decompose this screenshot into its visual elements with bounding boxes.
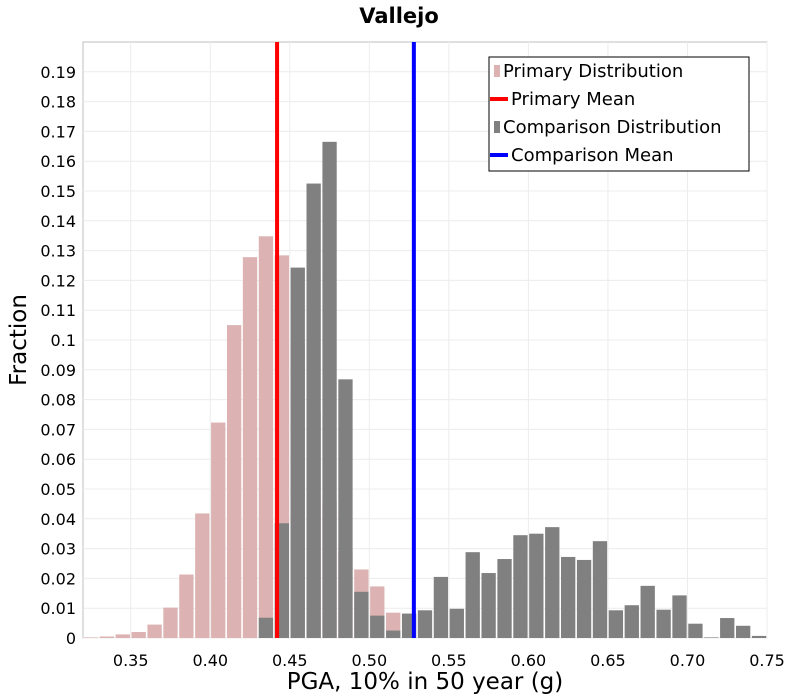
comparison-distribution-bar [306, 183, 321, 639]
comparison-distribution-bar [576, 559, 592, 638]
y-tick-label: 0.05 [40, 480, 76, 499]
comparison-distribution-bar [449, 608, 464, 638]
comparison-distribution-bar [545, 527, 560, 638]
comparison-distribution-bar [704, 637, 719, 638]
y-tick-label: 0 [66, 629, 76, 648]
legend-box [488, 56, 750, 172]
y-tick-label: 0.07 [40, 420, 76, 439]
primary-distribution-legend-label: Primary Distribution [503, 61, 683, 82]
y-tick-label: 0.18 [40, 93, 76, 112]
comparison-distribution-bar [751, 635, 767, 638]
y-tick-label: 0.01 [40, 599, 76, 618]
chart-title: Vallejo [359, 4, 439, 28]
comparison-distribution-bar [258, 617, 274, 638]
primary-distribution-bar [258, 236, 274, 638]
x-axis-ticks: 0.35 0.40 0.45 0.50 0.55 0.60 0.65 0.70 0.75 [113, 651, 785, 670]
comparison-distribution-bar [624, 605, 639, 638]
comparison-distribution-bar [290, 267, 305, 638]
x-tick-label: 0.65 [590, 651, 626, 670]
y-tick-label: 0.11 [40, 301, 76, 320]
primary-distribution-bar [163, 607, 178, 638]
bars [83, 141, 767, 639]
x-axis-label: PGA, 10% in 50 year (g) [287, 669, 564, 695]
comparison-distribution-bar [386, 630, 401, 638]
comparison-distribution-bar [417, 610, 433, 638]
primary-distribution-bar [242, 257, 258, 638]
comparison-distribution-bar [688, 623, 703, 638]
x-tick-label: 0.45 [272, 651, 308, 670]
y-tick-label: 0.1 [51, 331, 76, 350]
comparison-distribution-bar [656, 609, 671, 638]
comparison-distribution-bar [497, 559, 512, 638]
y-axis-ticks: 0 0.01 0.02 0.03 0.04 0.05 0.06 0.07 0.08 0.09 0.1… [40, 63, 76, 648]
comparison-distribution-bar [338, 379, 353, 638]
y-tick-label: 0.19 [40, 63, 76, 82]
primary-distribution-legend-swatch [494, 65, 500, 77]
primary-distribution-bar [83, 637, 99, 638]
y-tick-label: 0.14 [40, 212, 76, 231]
y-tick-label: 0.15 [40, 182, 76, 201]
y-tick-label: 0.06 [40, 450, 76, 469]
primary-distribution-bar [211, 422, 226, 638]
x-tick-label: 0.40 [192, 651, 228, 670]
comparison-distribution-bar [433, 576, 449, 638]
x-tick-label: 0.75 [749, 651, 785, 670]
y-tick-label: 0.02 [40, 569, 76, 588]
y-tick-label: 0.12 [40, 271, 76, 290]
comparison-distribution-bar [513, 535, 528, 638]
comparison-distribution-bar [465, 552, 480, 638]
primary-distribution-bar [195, 513, 210, 638]
comparison-distribution-bar [672, 595, 687, 638]
x-tick-label: 0.50 [352, 651, 388, 670]
y-axis-label: Fraction [6, 294, 32, 386]
primary-distribution-bar [131, 632, 146, 638]
y-tick-label: 0.08 [40, 391, 76, 410]
comparison-distribution-bar [481, 573, 496, 638]
comparison-distribution-bar [322, 141, 337, 638]
y-tick-label: 0.13 [40, 242, 76, 261]
y-tick-label: 0.04 [40, 510, 76, 529]
primary-mean-legend-label: Primary Mean [511, 89, 635, 110]
comparison-mean-legend-label: Comparison Mean [511, 145, 674, 166]
primary-distribution-bar [99, 636, 115, 638]
comparison-distribution-bar [640, 585, 655, 638]
comparison-distribution-bar [592, 541, 608, 638]
x-tick-label: 0.70 [670, 651, 706, 670]
primary-distribution-bar [226, 325, 242, 638]
y-tick-label: 0.16 [40, 152, 76, 171]
comparison-distribution-bar [529, 533, 544, 638]
y-tick-label: 0.09 [40, 361, 76, 380]
x-tick-label: 0.55 [431, 651, 467, 670]
primary-distribution-bar [179, 574, 194, 638]
x-tick-label: 0.60 [511, 651, 547, 670]
y-tick-label: 0.03 [40, 540, 76, 559]
legend: Primary Distribution Primary Mean Comparis… [488, 56, 750, 172]
primary-distribution-bar [115, 634, 130, 638]
comparison-distribution-bar [561, 556, 576, 638]
y-tick-label: 0.17 [40, 122, 76, 141]
comparison-distribution-bar [354, 591, 369, 638]
x-tick-label: 0.35 [113, 651, 149, 670]
comparison-distribution-legend-label: Comparison Distribution [503, 117, 722, 138]
comparison-distribution-bar [720, 618, 735, 638]
comparison-distribution-bar [608, 610, 624, 638]
mean-lines [275, 42, 416, 638]
comparison-distribution-legend-swatch [494, 121, 500, 133]
primary-distribution-bar [147, 624, 162, 638]
comparison-distribution-bar [735, 625, 751, 638]
comparison-distribution-bar [370, 615, 385, 638]
